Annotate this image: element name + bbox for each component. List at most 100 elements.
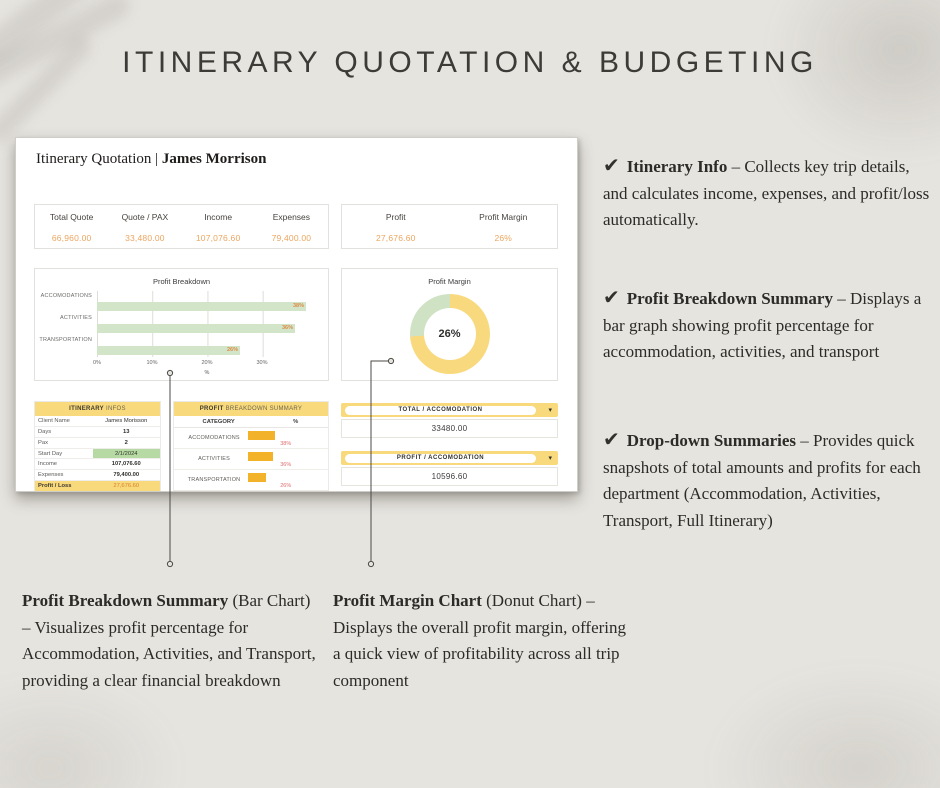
profit-accommodation-dropdown[interactable]: PROFIT / ACCOMODATION ▾ [341,451,558,465]
corner-shade-decoration [770,0,940,160]
x-tick: 20% [201,360,213,366]
feature-bullet-itinerary-info: ✔ Itinerary Info – Collects key trip deta… [603,152,937,234]
donut-center-label: 26% [438,328,461,340]
table-row: Expenses 79,400.00 [35,470,160,482]
stats-box-right: Profit 27,676.60 Profit Margin 26% [341,204,558,249]
bar-chart-x-axis: 0% 10% 20% 30% [93,360,317,368]
itinerary-infos-table: ITINERARY INFOS Client Name James Moriss… [34,401,161,492]
stat-label: Profit Margin [479,212,528,222]
donut-chart-title: Profit Margin [428,277,471,286]
table-row-profit-loss: Profit / Loss 27,676.60 [35,481,160,492]
row-label: Client Name [38,417,70,424]
page-title: ITINERARY QUOTATION & BUDGETING [122,46,818,79]
bar-chart-x-label: % [204,370,210,376]
row-value: 27,676.60 [113,483,140,490]
bullet-lead: Drop-down Summaries [626,431,796,450]
note-text: (Donut Chart) – Displays the overall pro… [333,591,627,690]
profit-summary-columns: CATEGORY % [174,416,328,428]
stat-label: Profit [385,212,406,222]
profit-accommodation-value: 10596.60 [341,467,558,486]
checkmark-icon: ✔ [603,153,620,177]
profit-breakdown-bar: 36% [97,324,295,333]
row-label: Days [38,428,52,435]
dropdown-label: TOTAL / ACCOMODATION [345,405,536,415]
table-row: Start Day 2/1/2024 [35,448,160,460]
stat-expenses: Expenses 79,400.00 [255,205,328,248]
sheet-header: Itinerary Quotation | James Morrison [36,151,266,168]
bar-band: ACCOMODATIONS 38% [41,291,317,313]
stat-label: Expenses [272,212,311,222]
x-tick: 0% [93,360,101,366]
profit-breakdown-summary-table: PROFIT BREAKDOWN SUMMARY CATEGORY % ACCO… [173,401,329,491]
stat-income: Income 107,076.60 [182,205,255,248]
note-text: (Bar Chart) – Visualizes profit percenta… [22,591,316,690]
bar-band: ACTIVITIES 36% [60,313,317,335]
column-header-percent: % [293,418,299,425]
profit-summary-header: PROFIT BREAKDOWN SUMMARY [174,402,328,416]
profit-breakdown-bar: 26% [97,346,240,355]
row-percent: 38% [280,441,292,447]
table-row: TRANSPORTATION 26% [174,470,328,490]
stat-value: 27,676.60 [375,233,416,243]
summary-bar [247,473,267,482]
note-lead: Profit Margin Chart [333,591,482,610]
stat-label: Quote / PAX [121,212,169,222]
callout-endpoint [166,560,174,568]
row-label: Profit / Loss [38,483,72,490]
bar-chart-plot: ACCOMODATIONS 38% ACTIVITIES 36% TRANSPO… [39,291,317,357]
feature-bullet-profit-breakdown: ✔ Profit Breakdown Summary – Displays a b… [603,284,937,366]
corner-shade-decoration [710,668,940,788]
total-accommodation-dropdown[interactable]: TOTAL / ACCOMODATION ▾ [341,403,558,417]
bar-value-label: 26% [226,347,238,353]
client-name: James Morrison [161,151,267,167]
table-row: Pax 2 [35,438,160,449]
stat-profit: Profit 27,676.60 [342,205,450,248]
row-value: 107,076.60 [111,461,141,468]
stat-value: 79,400.00 [271,233,312,243]
note-donut-chart: Profit Margin Chart (Donut Chart) – Disp… [333,588,635,694]
dropdown-label: PROFIT / ACCOMODATION [345,453,536,463]
row-category: ACCOMODATIONS [188,435,240,441]
row-label: Start Day [38,450,63,457]
x-tick: 30% [256,360,268,366]
row-category: TRANSPORTATION [187,477,241,483]
table-row: ACTIVITIES 36% [174,449,328,470]
corner-shade-decoration [0,678,180,788]
table-row: Days 13 [35,427,160,438]
feature-bullet-dropdown-summaries: ✔ Drop-down Summaries – Provides quick sn… [603,426,937,534]
row-category: ACTIVITIES [198,456,231,462]
note-lead: Profit Breakdown Summary [22,591,229,610]
column-header-category: CATEGORY [202,418,235,425]
bar-band: TRANSPORTATION 26% [39,335,317,357]
stat-profit-margin: Profit Margin 26% [450,205,558,248]
table-row: Income 107,076.60 [35,459,160,471]
header-regular-text: BREAKDOWN SUMMARY [225,406,303,412]
summary-bar [247,452,274,461]
row-percent: 26% [280,483,292,489]
note-bar-chart: Profit Breakdown Summary (Bar Chart) – V… [22,588,318,694]
chevron-down-icon[interactable]: ▾ [548,406,552,414]
profit-breakdown-bar: 38% [97,302,306,311]
stat-value: 107,076.60 [195,233,241,243]
stat-label: Income [204,212,233,222]
bullet-text: – Displays a bar graph showing profit pe… [603,289,922,361]
stat-total-quote: Total Quote 66,960.00 [35,205,108,248]
table-row: ACCOMODATIONS 38% [174,428,328,449]
stat-value: 26% [494,233,513,243]
header-bold-text: PROFIT [199,406,224,412]
stat-value: 33,480.00 [125,233,165,243]
row-value: 13 [123,428,130,435]
checkmark-icon: ✔ [603,427,620,451]
chevron-down-icon[interactable]: ▾ [548,454,552,462]
row-value: 79,400.00 [113,472,140,479]
itinerary-infos-header: ITINERARY INFOS [35,402,160,416]
header-regular-text: INFOS [105,406,126,412]
donut-hole: 26% [423,308,476,360]
summary-bar [247,431,275,440]
bullet-text: – Provides quick snapshots of total amou… [603,431,921,530]
bar-value-label: 38% [292,303,304,309]
profit-margin-chart: Profit Margin 26% [341,268,558,381]
row-value: James Morisson [105,417,148,424]
bar-category-label: TRANSPORTATION [39,337,92,343]
stats-box-left: Total Quote 66,960.00 Quote / PAX 33,480… [34,204,329,249]
